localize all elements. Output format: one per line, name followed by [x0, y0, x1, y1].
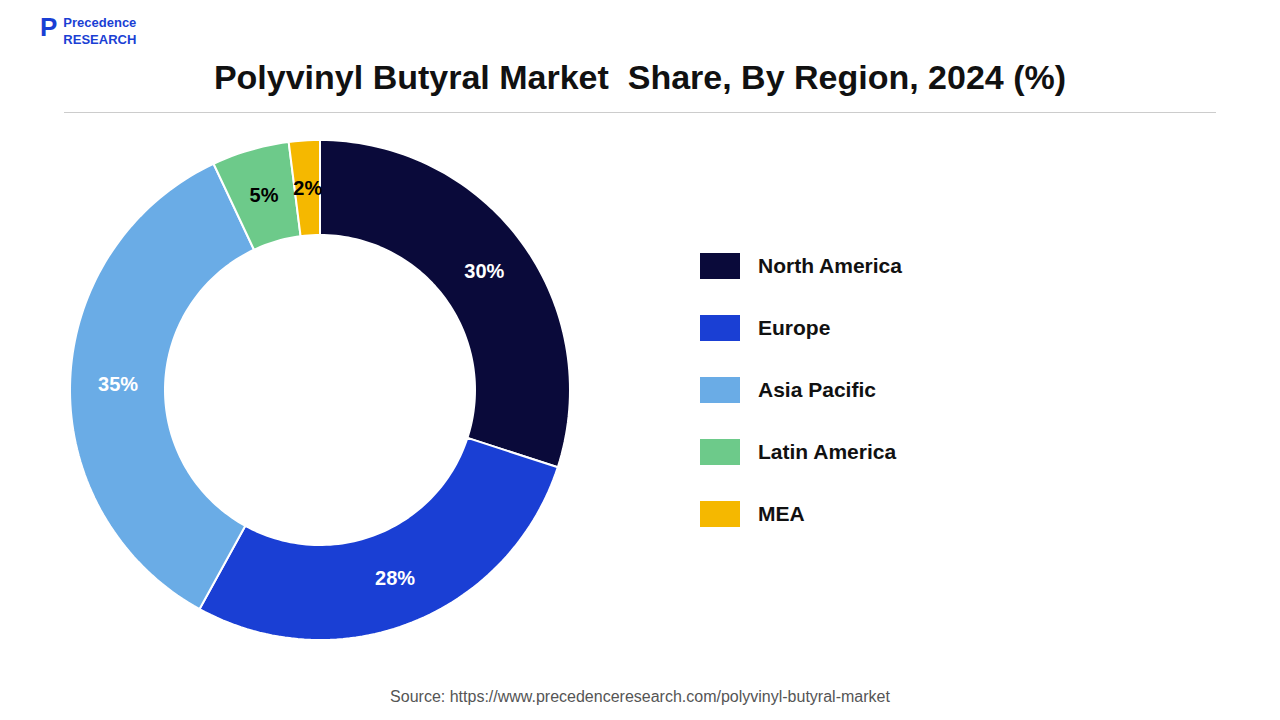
html-text:MEA: MEA	[758, 502, 805, 525]
html-text:Polyvinyl Butyral Market Share: Polyvinyl Butyral Market Share, By Regio…	[213, 58, 1067, 96]
html-text:North America: North America	[758, 254, 902, 277]
svg-text:35%: 35%	[98, 373, 138, 395]
html-text:Latin America: Latin America	[758, 440, 897, 463]
html-text:RESEARCH: RESEARCH	[63, 32, 137, 47]
svg-text:2%: 2%	[293, 177, 322, 199]
html-text:Source: https://www.precedence: Source: https://www.precedenceresearch.c…	[390, 688, 890, 705]
svg-text:5%: 5%	[250, 184, 279, 206]
html-text:Asia Pacific: Asia Pacific	[758, 378, 876, 401]
svg-text:28%: 28%	[375, 567, 415, 589]
html-text:P Precedence: P Precedence	[40, 12, 137, 42]
html-text:Europe: Europe	[758, 316, 831, 339]
svg-text:30%: 30%	[464, 260, 504, 282]
